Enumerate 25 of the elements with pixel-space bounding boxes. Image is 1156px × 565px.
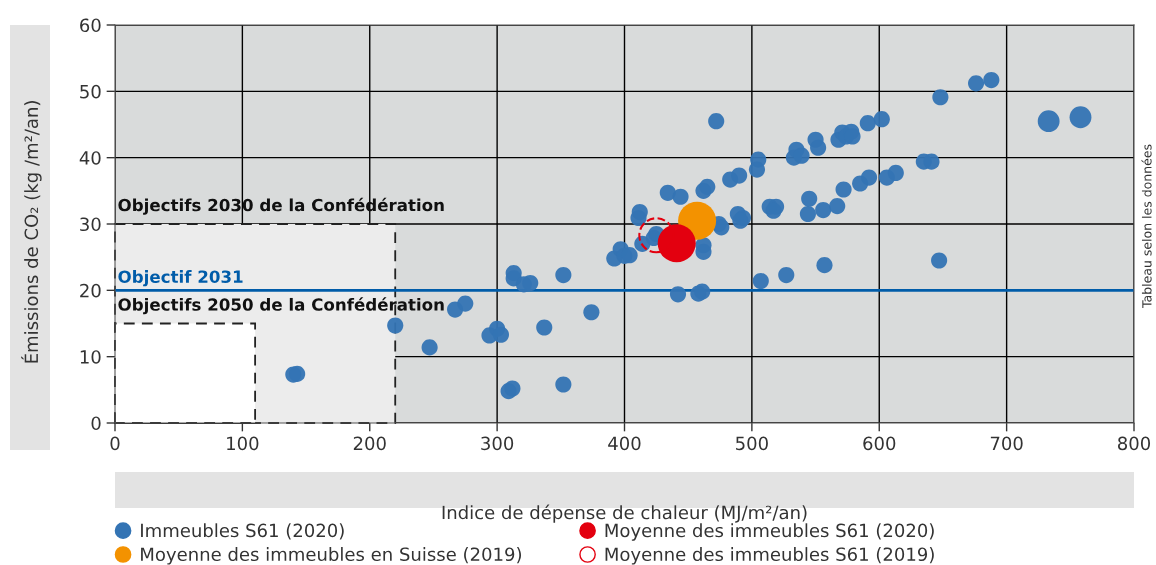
legend-label: Moyenne des immeubles en Suisse (2019) — [141, 547, 522, 565]
x-tick-label: 500 — [736, 436, 768, 451]
y-tick-label: 30 — [80, 217, 101, 232]
y-tick-label: 60 — [80, 18, 101, 33]
x-tick-label: 300 — [481, 436, 514, 451]
x-tick-label: 700 — [990, 436, 1023, 451]
legend-label: Immeubles S61 (2020) — [141, 523, 344, 540]
series-label: Objectifs 2050 de la Confédération — [118, 297, 444, 315]
x-tick-label: 200 — [353, 436, 386, 451]
y-tick-label: 50 — [80, 84, 101, 99]
x-tick-label: 600 — [863, 436, 896, 451]
y-tick-label: 10 — [80, 350, 101, 364]
x-tick-label: 100 — [227, 436, 259, 451]
x-tick-label: 0 — [110, 436, 120, 451]
text: Tableau selon les données — [1141, 144, 1152, 309]
y-tick-label: 0 — [91, 416, 101, 431]
ref-line-label: Objectif 2031 — [118, 270, 243, 287]
x-axis-title: Indice de dépense de chaleur (MJ/m²/an) — [442, 504, 807, 523]
y-axis-title: Émissions de CO₂ (kg /m²/an) — [21, 101, 42, 363]
legend-label: Moyenne des immeubles S61 (2019) — [605, 547, 934, 565]
y-tick-label: 20 — [80, 283, 101, 298]
x-tick-label: 400 — [608, 436, 641, 451]
x-tick-label: 800 — [1117, 436, 1151, 451]
legend-label: Moyenne des immeubles S61 (2020) — [605, 523, 934, 541]
y-tick-label: 40 — [79, 151, 101, 165]
